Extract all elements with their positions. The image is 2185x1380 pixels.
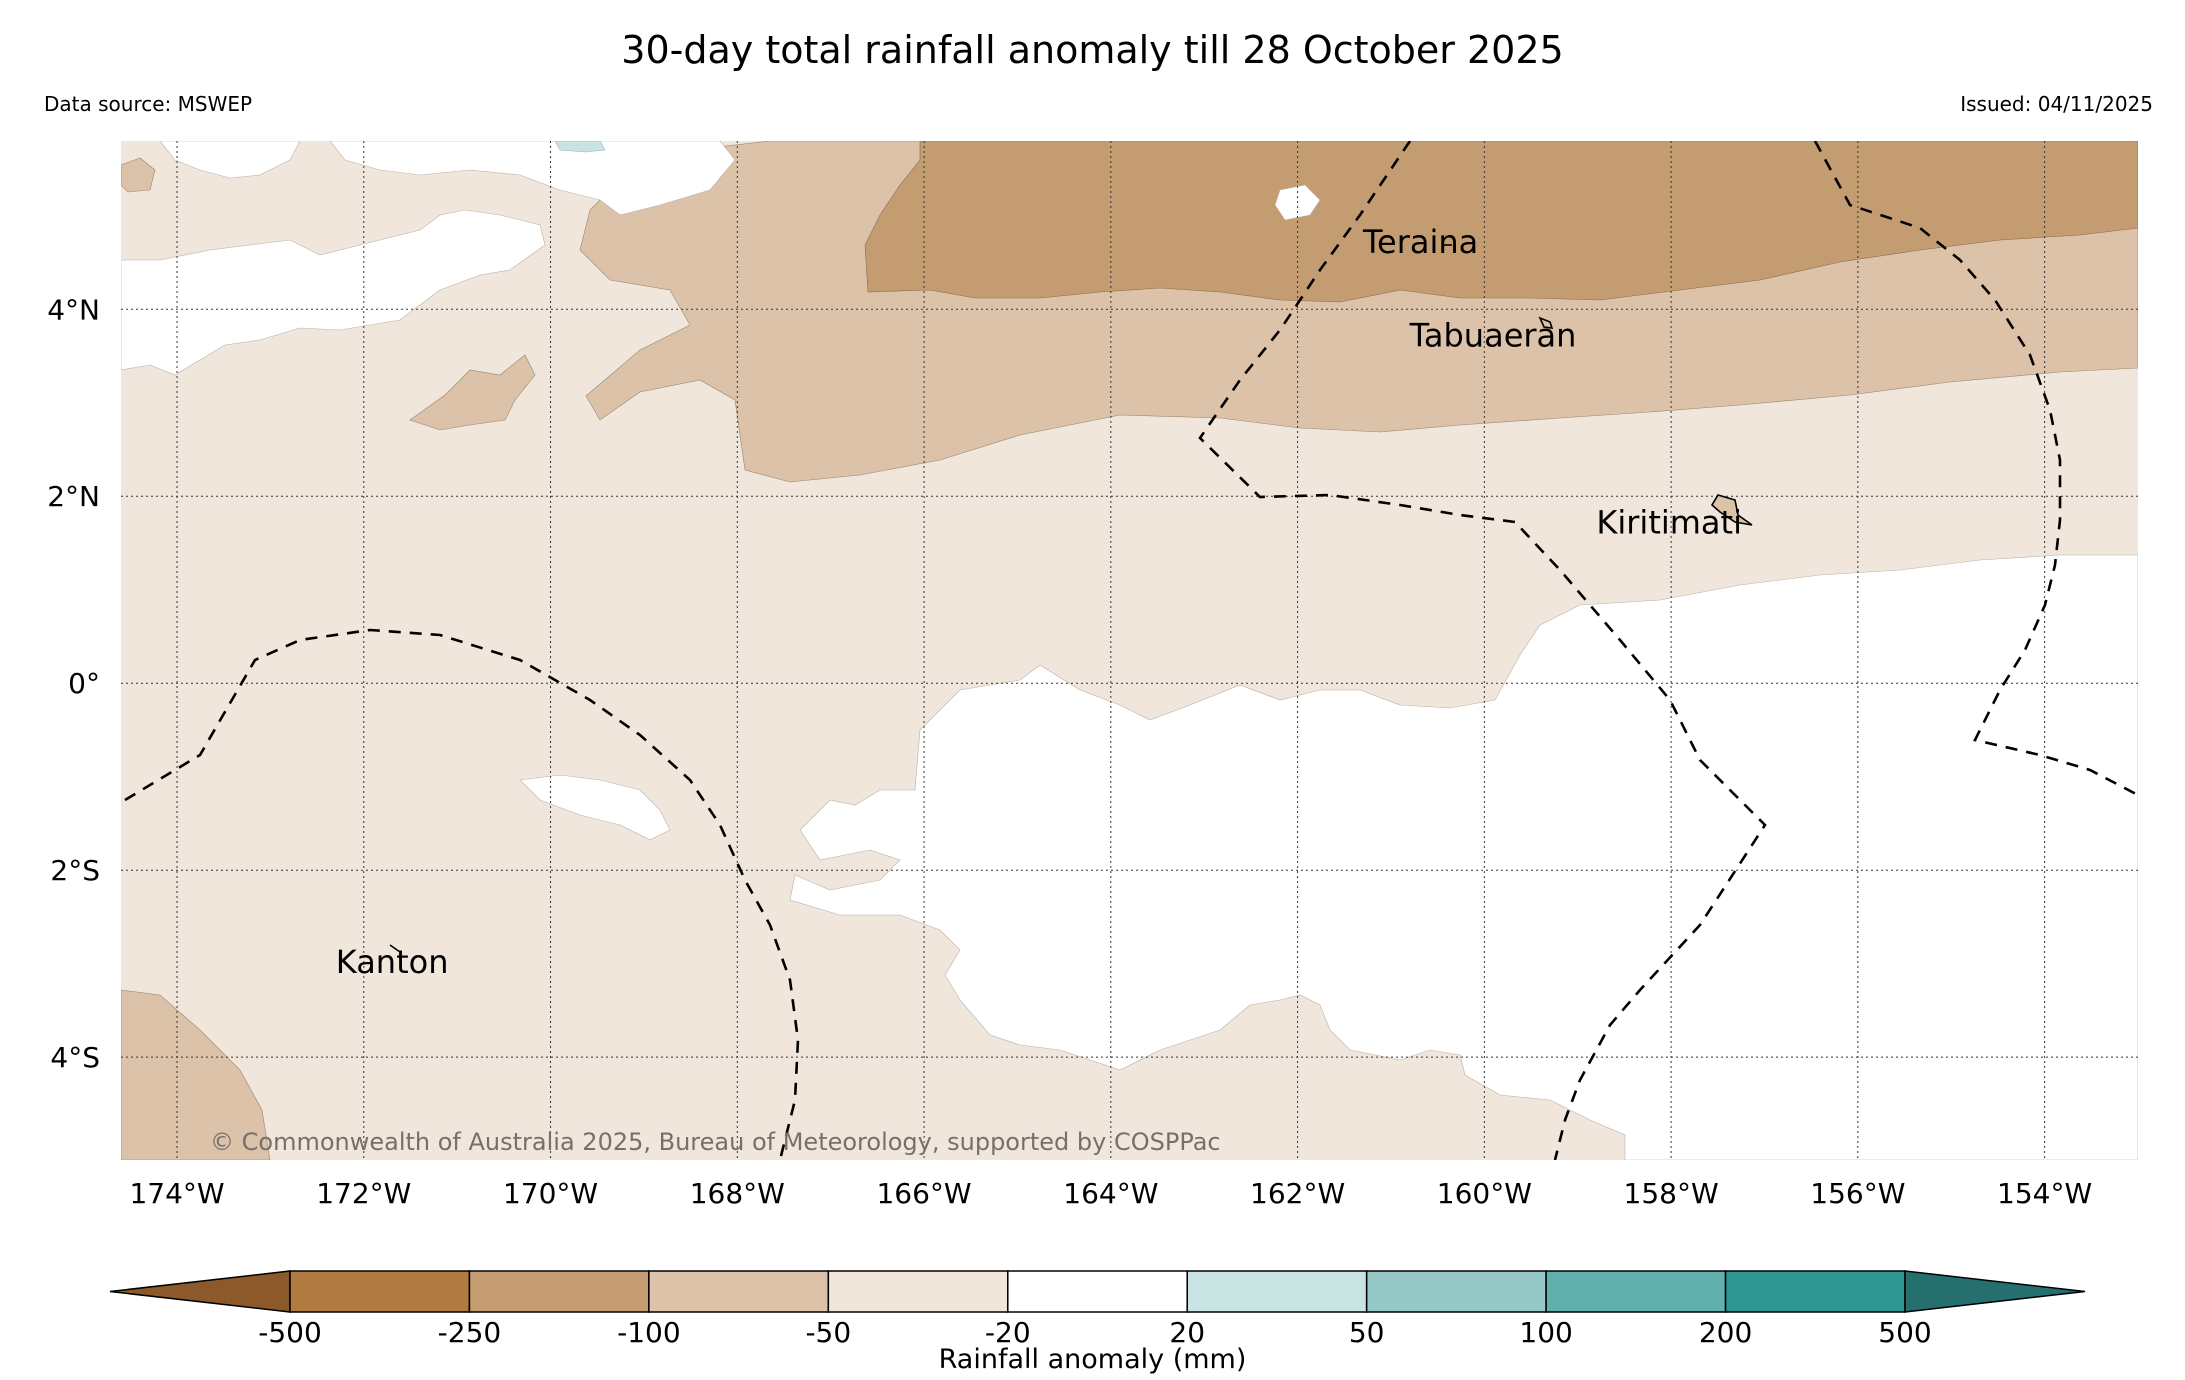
- lat-tick-label: 2°S: [50, 854, 100, 887]
- place-label: Tabuaeran: [1409, 317, 1577, 355]
- colorbar-tick-label: 20: [1169, 1316, 1205, 1349]
- islands: [389, 244, 1753, 953]
- anomaly-neutral-top-mid: [329, 141, 736, 216]
- lon-tick-label: 166°W: [876, 1177, 971, 1210]
- lat-tick-label: 2°N: [47, 480, 100, 513]
- colorbar-swatch: [1007, 1270, 1188, 1313]
- place-label: Teraina: [1362, 223, 1478, 261]
- colorbar-swatch: [1186, 1270, 1368, 1313]
- colorbar-tick-label: 500: [1878, 1316, 1931, 1349]
- colorbar-swatch: [827, 1270, 1009, 1313]
- colorbar: [109, 1270, 2086, 1313]
- lon-tick-label: 164°W: [1063, 1177, 1158, 1210]
- colorbar-tick-label: -500: [258, 1316, 322, 1349]
- anomaly-medium-tan-nw: [121, 157, 156, 193]
- lat-tick-label: 4°S: [50, 1041, 100, 1074]
- lon-tick-label: 154°W: [1997, 1177, 2092, 1210]
- kanton-island-icon: [389, 944, 401, 953]
- colorbar-swatch: [1545, 1270, 1727, 1313]
- anomaly-neutral-south: [789, 554, 2138, 1160]
- colorbar-tick-label: 200: [1699, 1316, 1752, 1349]
- anomaly-neutral-islet-a: [519, 774, 671, 841]
- colorbar-tick-labels: -500 -250 -100 -50 -20 20 50 100 200 500: [258, 1316, 1932, 1349]
- colorbar-swatch: [289, 1270, 471, 1313]
- colorbar-label: Rainfall anomaly (mm): [938, 1344, 1247, 1375]
- colorbar-tick-label: -50: [805, 1316, 851, 1349]
- colorbar-tick-label: -100: [617, 1316, 681, 1349]
- issued-date: Issued: 04/11/2025: [1960, 92, 2153, 116]
- lon-tick-label: 160°W: [1437, 1177, 1532, 1210]
- lon-tick-label: 172°W: [316, 1177, 411, 1210]
- place-label: Kiritimati: [1596, 504, 1742, 542]
- lon-tick-label: 170°W: [503, 1177, 598, 1210]
- colorbar-swatch: [648, 1270, 830, 1313]
- longitude-tick-labels: 174°W 172°W 170°W 168°W 166°W 164°W 162°W 160°W…: [129, 1177, 2092, 1210]
- colorbar-tick-label: -250: [438, 1316, 502, 1349]
- colorbar-arrow-low: [109, 1270, 291, 1313]
- place-labels: Teraina Tabuaeran Kiritimati Kanton: [336, 223, 1742, 981]
- anomaly-field: [121, 141, 2138, 1160]
- lon-tick-label: 174°W: [129, 1177, 224, 1210]
- place-label: Kanton: [336, 943, 449, 981]
- lon-tick-label: 162°W: [1250, 1177, 1345, 1210]
- anomaly-medium-tan-patch: [409, 354, 536, 431]
- colorbar-arrow-high: [1904, 1270, 2086, 1313]
- lon-tick-label: 158°W: [1624, 1177, 1719, 1210]
- eez-boundaries: [124, 141, 2138, 1160]
- lat-tick-label: 0°: [68, 667, 100, 700]
- colorbar-tick-label: 100: [1519, 1316, 1572, 1349]
- colorbar-tick-label: 50: [1349, 1316, 1385, 1349]
- anomaly-dark-tan: [864, 141, 2138, 303]
- eez-boundary-line-b: [1813, 141, 2138, 797]
- graticule: [121, 141, 2138, 1160]
- map-title: 30-day total rainfall anomaly till 28 Oc…: [621, 28, 1564, 72]
- anomaly-neutral-nw: [121, 209, 546, 376]
- copyright-notice: © Commonwealth of Australia 2025, Bureau…: [210, 1128, 1221, 1156]
- lon-tick-label: 156°W: [1810, 1177, 1905, 1210]
- tabuaeran-island-icon: [1538, 316, 1554, 329]
- anomaly-medium-tan-sw: [121, 989, 271, 1160]
- lat-tick-label: 4°N: [47, 293, 100, 326]
- lon-tick-label: 168°W: [690, 1177, 785, 1210]
- colorbar-tick-label: -20: [985, 1316, 1031, 1349]
- colorbar-swatch: [468, 1270, 650, 1313]
- kiritimati-island-icon: [1710, 494, 1753, 526]
- eez-boundary-phoenix: [124, 628, 800, 1160]
- colorbar-swatch: [1365, 1270, 1547, 1313]
- anomaly-positive-patch: [554, 141, 606, 153]
- eez-boundary-line-a: [1198, 141, 1767, 1160]
- colorbar-swatch: [1724, 1270, 1906, 1313]
- anomaly-neutral-nw-top: [159, 141, 301, 179]
- data-source-note: Data source: MSWEP: [44, 92, 253, 116]
- latitude-tick-labels: 4°N 2°N 0° 2°S 4°S: [47, 293, 100, 1074]
